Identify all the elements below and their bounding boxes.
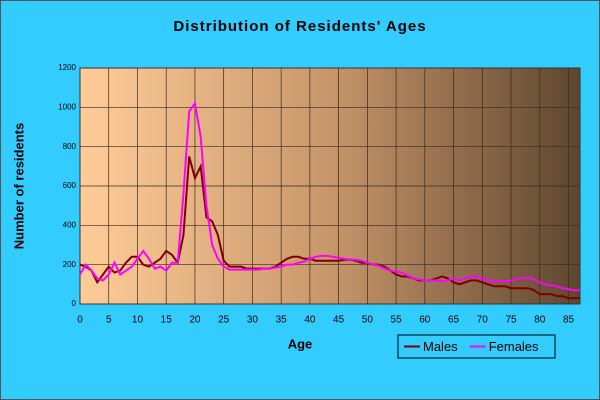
y-tick-label: 1200 bbox=[58, 63, 76, 72]
x-tick-label: 0 bbox=[77, 315, 83, 326]
x-tick-label: 45 bbox=[333, 315, 345, 326]
y-tick-label: 600 bbox=[63, 181, 77, 190]
x-tick-label: 5 bbox=[106, 315, 112, 326]
x-tick-label: 55 bbox=[391, 315, 403, 326]
x-tick-label: 65 bbox=[448, 315, 460, 326]
series-line bbox=[79, 100, 580, 292]
y-tick-label: 1000 bbox=[58, 102, 76, 111]
x-tick-label: 15 bbox=[161, 315, 173, 326]
x-tick-label: 10 bbox=[132, 315, 144, 326]
plot-border bbox=[79, 67, 581, 305]
x-tick-label: 40 bbox=[304, 315, 316, 326]
y-tick-label: 200 bbox=[63, 260, 77, 269]
x-tick-label: 30 bbox=[247, 315, 259, 326]
x-tick-label: 20 bbox=[189, 315, 201, 326]
x-tick-label: 25 bbox=[218, 315, 230, 326]
y-axis-label: Number of residents bbox=[11, 123, 26, 249]
x-tick-label: 75 bbox=[505, 315, 517, 326]
x-axis-label: Age bbox=[288, 336, 313, 351]
series-line bbox=[79, 156, 580, 300]
y-tick-label: 0 bbox=[72, 299, 77, 308]
x-tick-label: 85 bbox=[563, 315, 575, 326]
legend-label: Males bbox=[423, 339, 458, 354]
y-tick-label: 400 bbox=[63, 220, 77, 229]
x-tick-label: 35 bbox=[276, 315, 288, 326]
x-tick-label: 60 bbox=[419, 315, 431, 326]
chart-title: Distribution of Residents' Ages bbox=[173, 18, 426, 35]
x-tick-label: 80 bbox=[534, 315, 546, 326]
x-tick-label: 70 bbox=[477, 315, 489, 326]
y-tick-label: 800 bbox=[63, 142, 77, 151]
legend-label: Females bbox=[489, 339, 539, 354]
x-tick-label: 50 bbox=[362, 315, 374, 326]
